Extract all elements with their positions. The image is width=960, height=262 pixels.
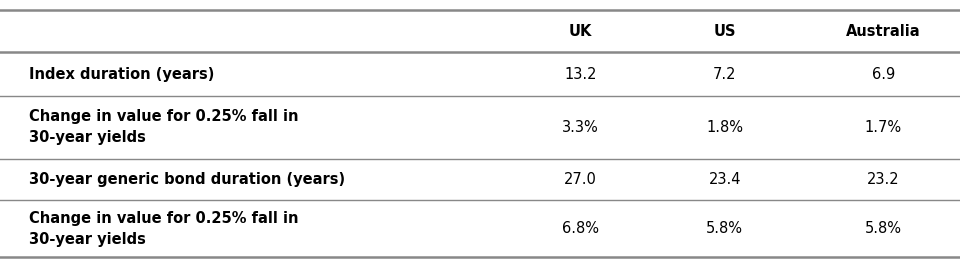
Text: 6.8%: 6.8% xyxy=(563,221,599,236)
Text: 5.8%: 5.8% xyxy=(865,221,901,236)
Text: 27.0: 27.0 xyxy=(564,172,597,187)
Text: 6.9: 6.9 xyxy=(872,67,895,81)
Text: 1.7%: 1.7% xyxy=(865,119,901,135)
Text: 3.3%: 3.3% xyxy=(563,119,599,135)
Text: 7.2: 7.2 xyxy=(713,67,736,81)
Text: 5.8%: 5.8% xyxy=(707,221,743,236)
Text: Index duration (years): Index duration (years) xyxy=(29,67,214,81)
Text: 30-year generic bond duration (years): 30-year generic bond duration (years) xyxy=(29,172,345,187)
Text: UK: UK xyxy=(569,24,592,39)
Text: 23.2: 23.2 xyxy=(867,172,900,187)
Text: Change in value for 0.25% fall in
30-year yields: Change in value for 0.25% fall in 30-yea… xyxy=(29,109,299,145)
Text: 1.8%: 1.8% xyxy=(707,119,743,135)
Text: 13.2: 13.2 xyxy=(564,67,597,81)
Text: US: US xyxy=(713,24,736,39)
Text: 23.4: 23.4 xyxy=(708,172,741,187)
Text: Change in value for 0.25% fall in
30-year yields: Change in value for 0.25% fall in 30-yea… xyxy=(29,211,299,247)
Text: Australia: Australia xyxy=(846,24,921,39)
